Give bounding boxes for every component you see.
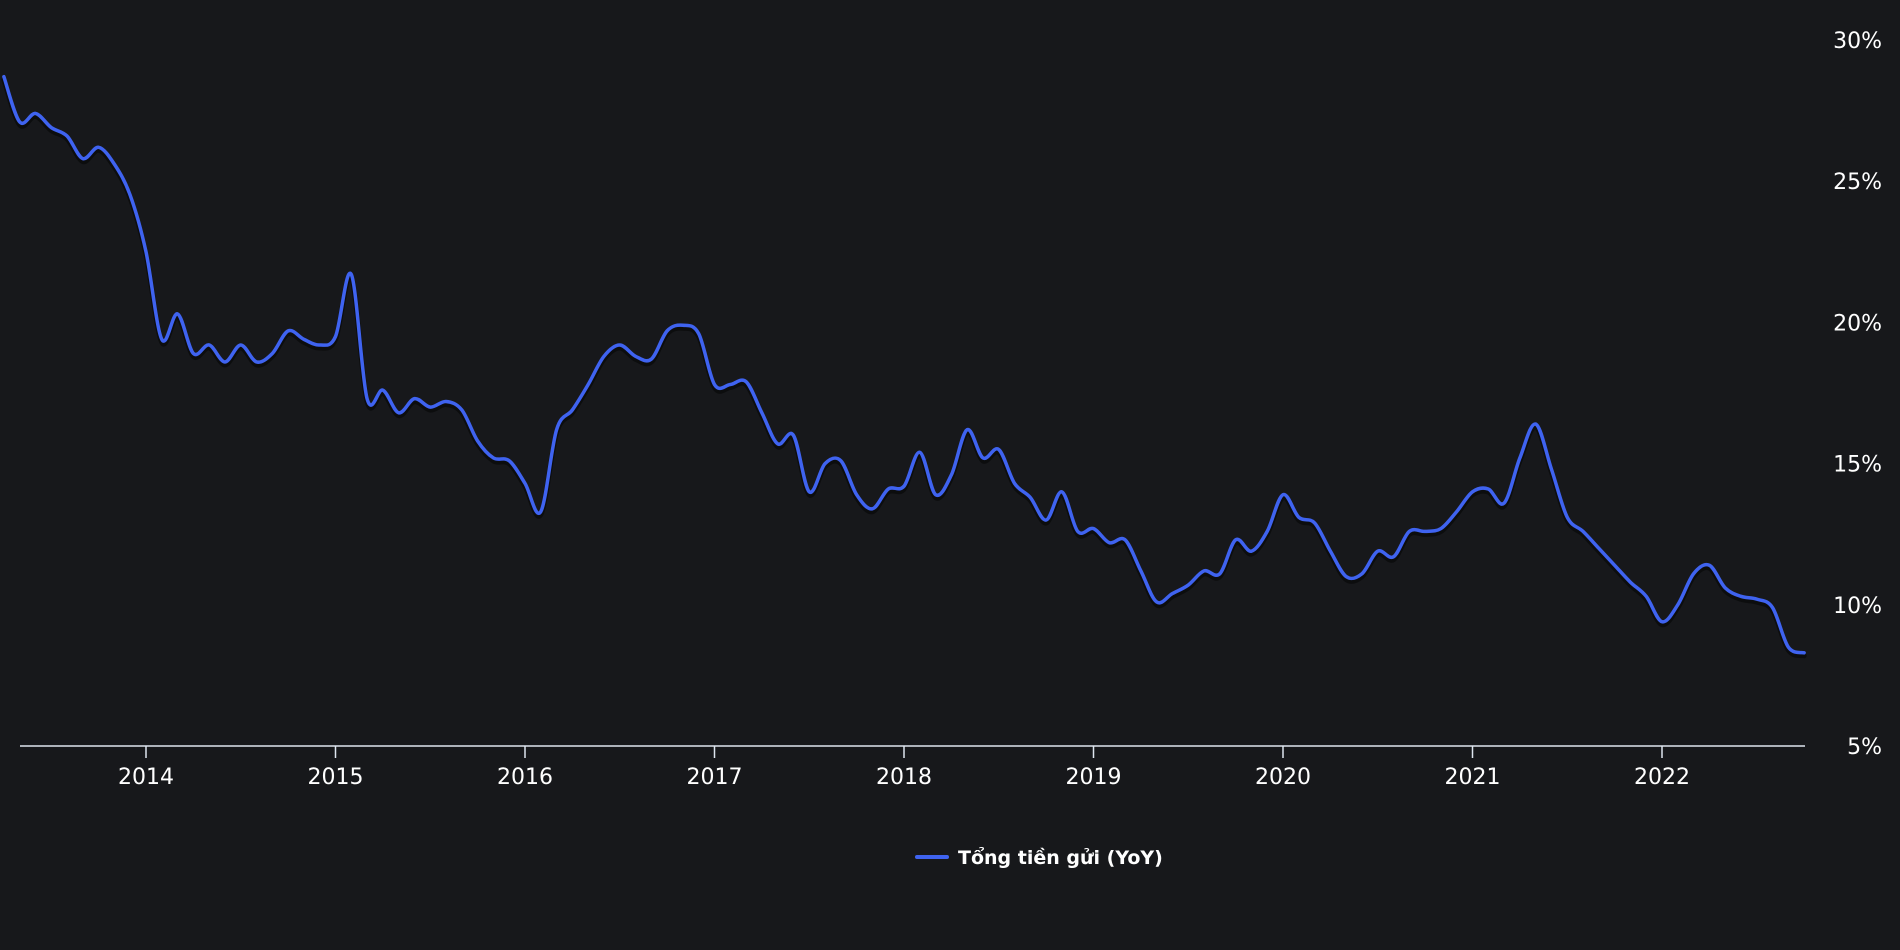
x-tick-label: 2019 bbox=[1066, 765, 1122, 790]
legend[interactable]: Tổng tiền gửi (YoY) bbox=[915, 846, 1163, 869]
x-tick-label: 2021 bbox=[1445, 765, 1501, 790]
y-tick-label: 15% bbox=[1833, 453, 1882, 478]
x-tick-label: 2015 bbox=[308, 765, 364, 790]
x-tick-label: 2016 bbox=[497, 765, 553, 790]
x-tick-label: 2018 bbox=[876, 765, 932, 790]
x-tick-label: 2017 bbox=[687, 765, 743, 790]
y-tick-label: 30% bbox=[1833, 29, 1882, 54]
y-tick-label: 20% bbox=[1833, 311, 1882, 336]
y-axis: 5% 10% 15% 20% 25% 30% bbox=[1833, 29, 1882, 760]
series-line-tong-tien-gui[interactable] bbox=[2, 74, 1806, 655]
x-axis: 2014 2015 2016 2017 2018 2019 2020 2021 2022 bbox=[20, 745, 1805, 790]
plot-area bbox=[1, 74, 1807, 659]
x-tick-label: 2020 bbox=[1255, 765, 1311, 790]
y-tick-label: 10% bbox=[1833, 594, 1882, 619]
legend-label: Tổng tiền gửi (YoY) bbox=[958, 846, 1163, 869]
x-tick-label: 2014 bbox=[118, 765, 174, 790]
x-tick-label: 2022 bbox=[1634, 765, 1690, 790]
series-line-shadow bbox=[1, 77, 1807, 659]
y-tick-label: 5% bbox=[1847, 735, 1882, 760]
y-tick-label: 25% bbox=[1833, 170, 1882, 195]
